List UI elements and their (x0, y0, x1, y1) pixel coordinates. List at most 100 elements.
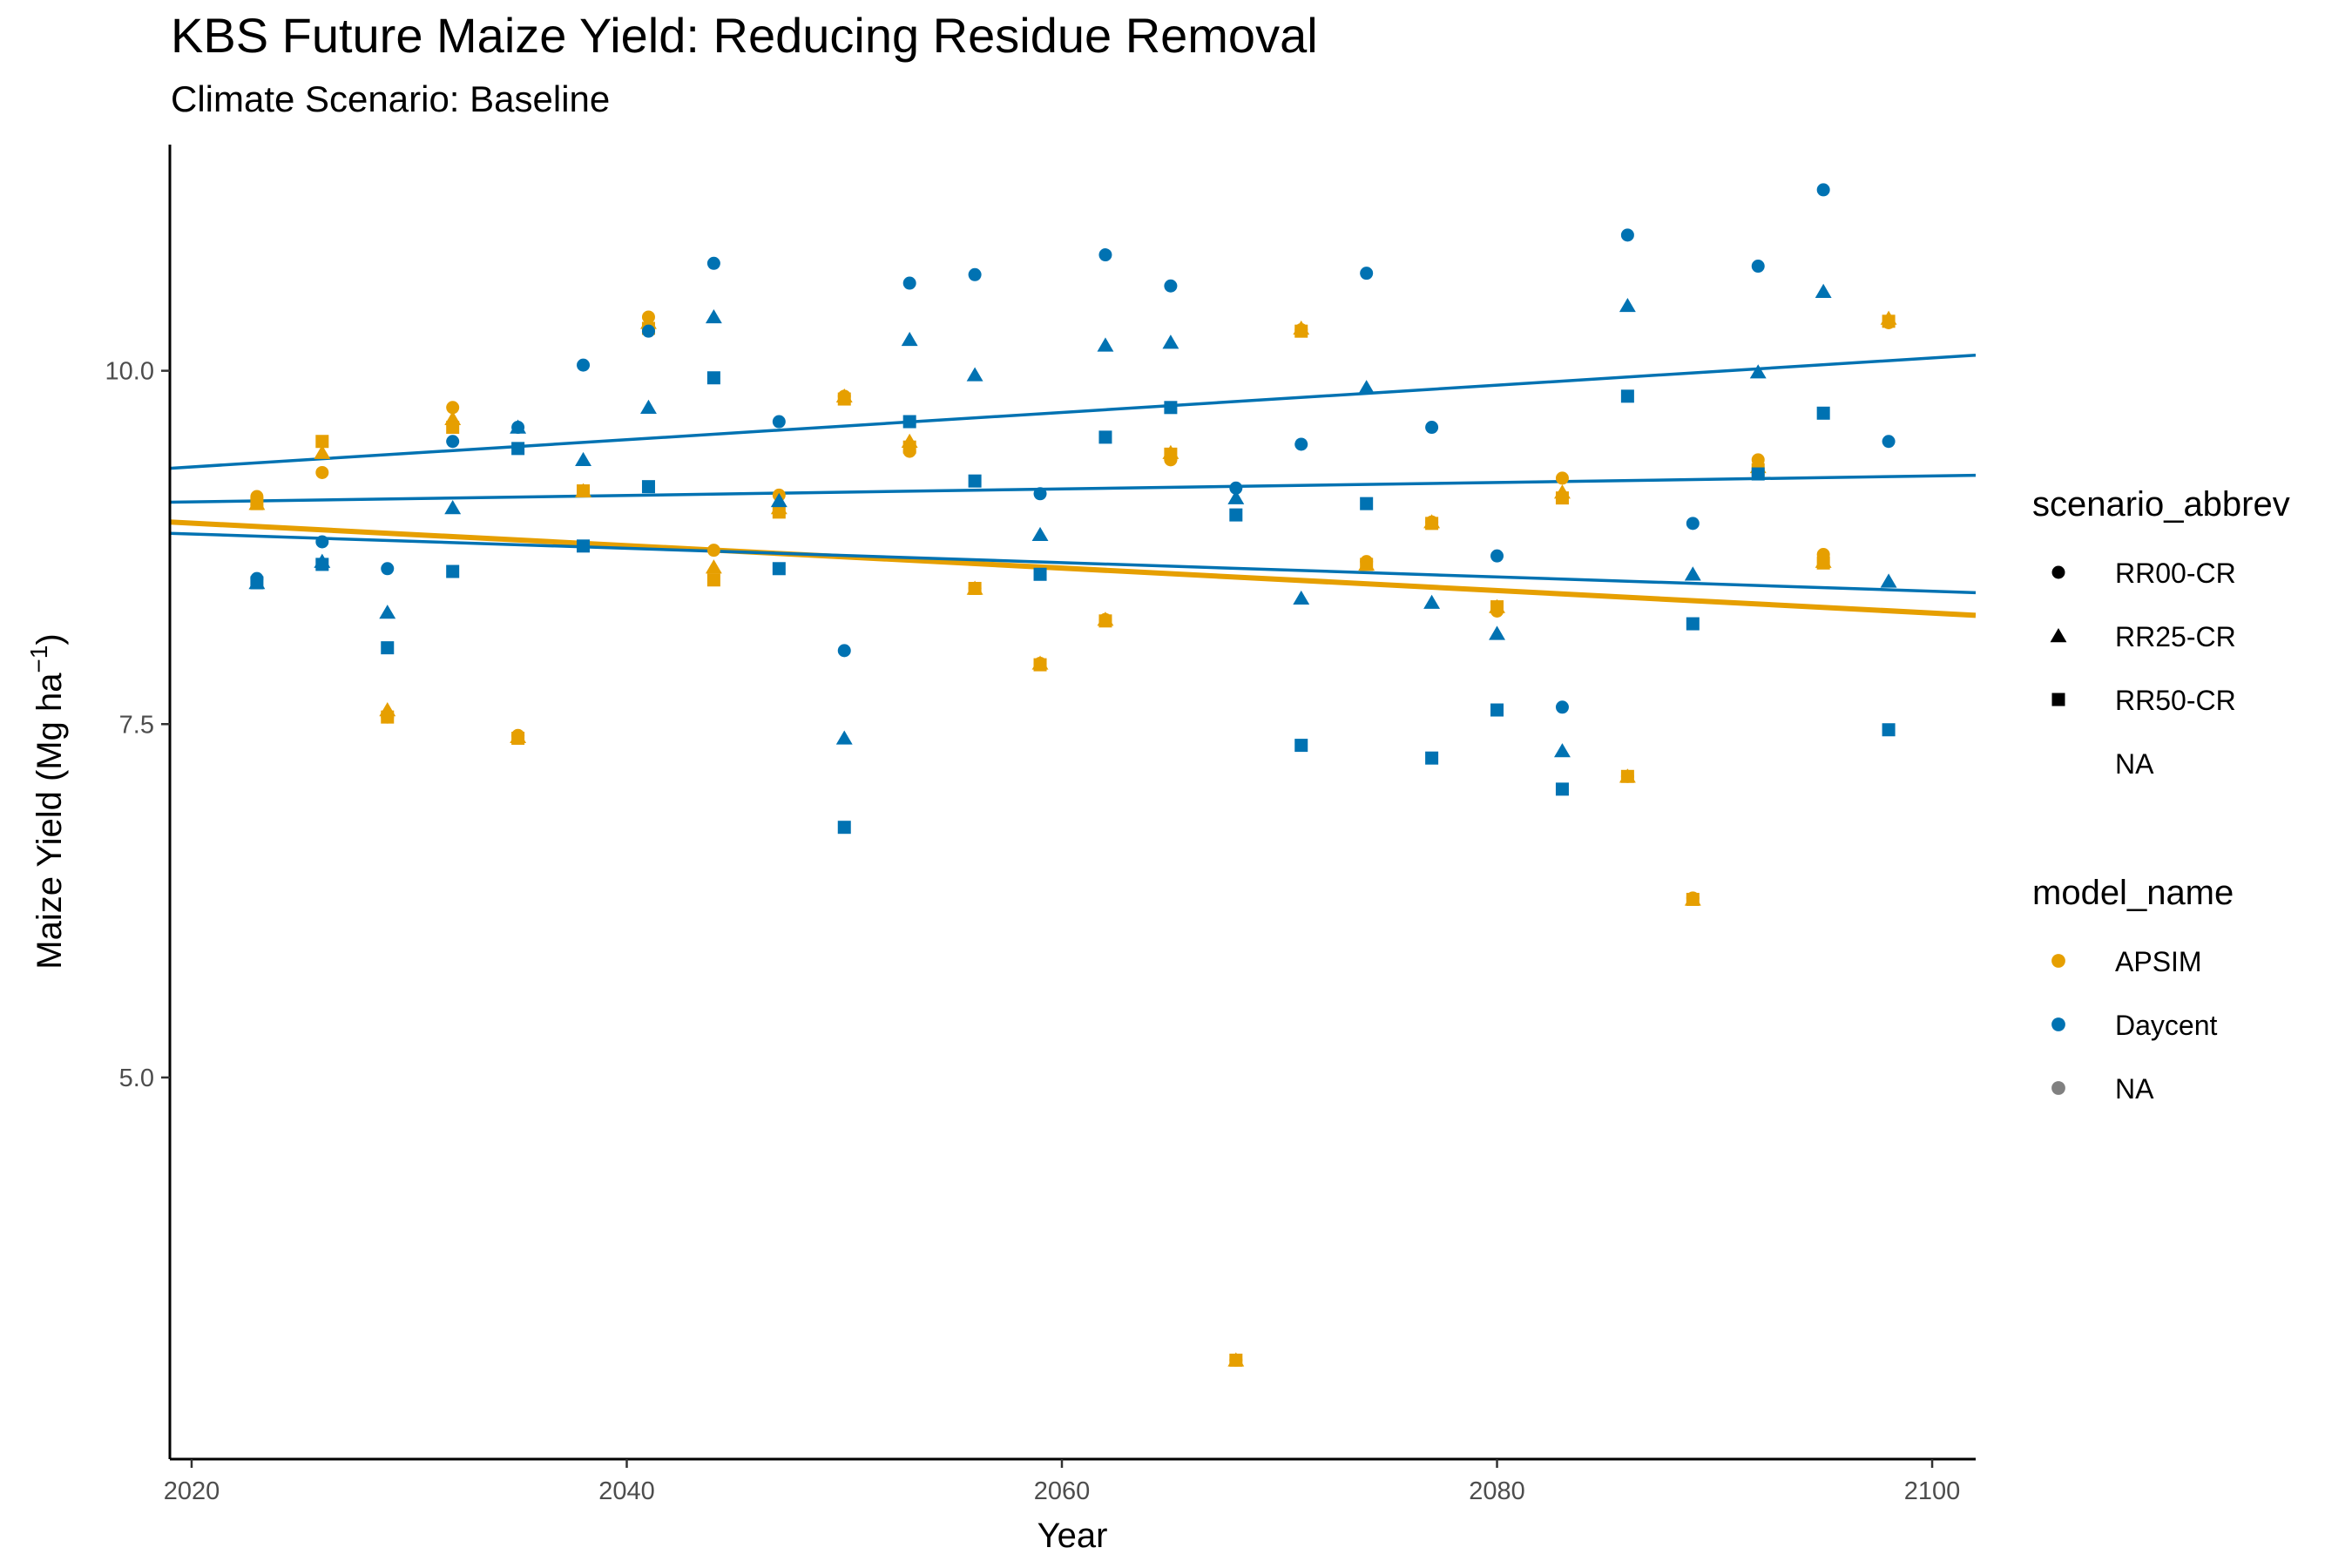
data-point-daycent-rr00-cr (641, 324, 655, 338)
data-point-daycent-rr50-cr (1751, 467, 1765, 481)
data-point-daycent-rr25-cr (705, 308, 722, 324)
data-point-apsim-rr50-cr (968, 581, 982, 595)
data-point-daycent-rr50-cr (641, 480, 655, 494)
y-axis-title: Maize Yield (Mg ha−1) (25, 633, 69, 969)
legend-label-scenario: RR00-CR (2115, 558, 2236, 589)
data-point-daycent-rr25-cr (1684, 566, 1701, 581)
data-point-daycent-rr00-cr (968, 267, 982, 281)
data-point-apsim-rr50-cr (446, 421, 460, 435)
data-point-apsim-rr00-cr (315, 465, 329, 479)
data-point-apsim-rr50-cr (250, 497, 264, 510)
data-point-apsim-rr50-cr (1033, 658, 1047, 672)
data-point-daycent-rr25-cr (901, 331, 918, 347)
data-point-apsim-rr50-cr (1294, 324, 1308, 338)
data-point-daycent-rr25-cr (510, 419, 527, 434)
trend-line-daycent-rr50-cr (169, 531, 1977, 595)
data-point-daycent-rr50-cr (250, 576, 264, 590)
data-point-daycent-rr25-cr (1293, 590, 1310, 605)
data-point-apsim-rr50-cr (706, 573, 720, 587)
legend-label-scenario: NA (2115, 748, 2154, 780)
data-point-daycent-rr50-cr (1294, 739, 1308, 753)
y-tick-label: 7.5 (119, 711, 154, 739)
data-point-daycent-rr00-cr (577, 358, 591, 372)
data-point-apsim-rr25-cr (314, 444, 331, 459)
data-point-daycent-rr00-cr (1360, 267, 1374, 280)
data-point-apsim-rr50-cr (1098, 614, 1112, 628)
data-point-daycent-rr00-cr (1229, 481, 1243, 495)
data-point-daycent-rr25-cr (575, 451, 591, 467)
data-point-daycent-rr00-cr (446, 435, 460, 449)
data-point-daycent-rr50-cr (577, 539, 591, 553)
data-point-apsim-rr50-cr (1816, 556, 1830, 570)
data-point-daycent-rr00-cr (706, 256, 720, 270)
legend-key-circle (2051, 565, 2065, 579)
data-point-apsim-rr50-cr (511, 731, 525, 745)
data-point-daycent-rr50-cr (837, 821, 851, 835)
data-point-daycent-rr00-cr (837, 644, 851, 658)
trend-lines (169, 354, 1977, 618)
data-point-apsim-rr50-cr (837, 392, 851, 406)
data-point-daycent-rr25-cr (1749, 364, 1767, 379)
data-point-apsim-rr00-cr (446, 401, 460, 415)
data-point-daycent-rr25-cr (1358, 380, 1375, 395)
data-point-daycent-rr00-cr (772, 415, 786, 429)
y-axis-title-suffix: ) (30, 633, 69, 645)
data-point-daycent-rr00-cr (1425, 421, 1439, 435)
legend-label-model: NA (2115, 1073, 2154, 1105)
x-tick-label: 2040 (598, 1477, 655, 1505)
data-point-daycent-rr25-cr (770, 492, 787, 508)
data-point-daycent-rr25-cr (966, 367, 983, 382)
data-point-apsim-rr25-cr (705, 559, 722, 574)
data-point-daycent-rr50-cr (315, 558, 329, 571)
data-point-daycent-rr50-cr (1555, 782, 1569, 796)
data-point-daycent-rr00-cr (1033, 487, 1047, 501)
data-point-daycent-rr00-cr (1098, 248, 1112, 262)
legend-label-scenario: RR50-CR (2115, 685, 2236, 716)
data-point-daycent-rr25-cr (1031, 526, 1049, 542)
data-point-daycent-rr25-cr (1554, 743, 1571, 758)
data-point-apsim-rr50-cr (1882, 314, 1896, 328)
data-point-daycent-rr00-cr (1294, 437, 1308, 451)
axes (168, 145, 1976, 1461)
data-point-daycent-rr25-cr (835, 730, 853, 745)
y-axis-title-main: Maize Yield (Mg ha (30, 672, 69, 970)
data-point-apsim-rr50-cr (1555, 491, 1569, 505)
trend-line-apsim (169, 519, 1977, 618)
data-point-daycent-rr00-cr (315, 535, 329, 549)
data-point-apsim-rr50-cr (577, 484, 591, 498)
legend-key-model (2051, 1081, 2065, 1095)
data-point-daycent-rr25-cr (1423, 594, 1441, 609)
data-point-daycent-rr50-cr (1620, 389, 1634, 403)
legend-label-model: APSIM (2115, 946, 2202, 977)
data-point-daycent-rr50-cr (381, 641, 395, 655)
data-point-daycent-rr00-cr (381, 562, 395, 576)
data-point-daycent-rr25-cr (444, 500, 462, 515)
data-point-daycent-rr25-cr (1162, 335, 1179, 349)
legend-title-model: model_name (2032, 874, 2234, 912)
data-point-apsim-rr50-cr (381, 710, 395, 724)
legend-key-triangle (2050, 628, 2067, 643)
chart-title: KBS Future Maize Yield: Reducing Residue… (171, 8, 1318, 63)
data-point-daycent-rr00-cr (1882, 435, 1896, 449)
data-point-daycent-rr50-cr (772, 562, 786, 576)
data-point-daycent-rr00-cr (1164, 279, 1178, 293)
data-point-apsim-rr50-cr (772, 505, 786, 519)
data-point-apsim-rr50-cr (902, 440, 916, 454)
data-point-daycent-rr00-cr (1751, 260, 1765, 274)
data-point-apsim-rr00-cr (706, 544, 720, 558)
x-tick-label: 2060 (1034, 1477, 1091, 1505)
data-point-daycent-rr50-cr (1490, 703, 1504, 717)
data-point-daycent-rr50-cr (1882, 723, 1896, 737)
data-point-daycent-rr50-cr (1686, 617, 1700, 631)
x-axis-title: Year (1037, 1517, 1108, 1555)
data-point-apsim-rr50-cr (1164, 447, 1178, 461)
x-tick-label: 2020 (164, 1477, 220, 1505)
data-point-daycent-rr00-cr (1490, 549, 1504, 563)
data-point-daycent-rr50-cr (1229, 508, 1243, 522)
legend: scenario_abbrev RR00-CR RR25-CR RR50-CR NA mo… (2032, 485, 2290, 1105)
axis-ticks: 2020 2040 2060 2080 2100 5.0 7.5 10.0 (105, 358, 1961, 1505)
data-point-apsim-rr50-cr (315, 435, 329, 449)
y-tick-label: 5.0 (119, 1064, 154, 1092)
data-point-daycent-rr50-cr (968, 474, 982, 488)
data-point-apsim-rr50-cr (1360, 558, 1374, 571)
